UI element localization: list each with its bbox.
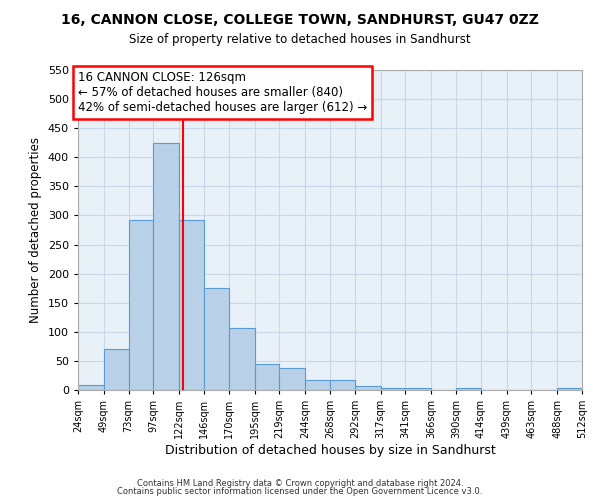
Bar xyxy=(355,386,380,390)
Text: Contains HM Land Registry data © Crown copyright and database right 2024.: Contains HM Land Registry data © Crown c… xyxy=(137,478,463,488)
Bar xyxy=(280,368,305,390)
Bar xyxy=(305,380,330,390)
Text: Size of property relative to detached houses in Sandhurst: Size of property relative to detached ho… xyxy=(129,32,471,46)
Text: Contains public sector information licensed under the Open Government Licence v3: Contains public sector information licen… xyxy=(118,487,482,496)
Bar xyxy=(330,380,355,390)
Text: 16 CANNON CLOSE: 126sqm
← 57% of detached houses are smaller (840)
42% of semi-d: 16 CANNON CLOSE: 126sqm ← 57% of detache… xyxy=(78,71,367,114)
Bar xyxy=(406,388,431,390)
Bar xyxy=(557,388,582,390)
Bar xyxy=(128,220,154,390)
Bar xyxy=(104,350,128,390)
Bar xyxy=(380,388,406,390)
Y-axis label: Number of detached properties: Number of detached properties xyxy=(29,137,42,323)
Text: 16, CANNON CLOSE, COLLEGE TOWN, SANDHURST, GU47 0ZZ: 16, CANNON CLOSE, COLLEGE TOWN, SANDHURS… xyxy=(61,12,539,26)
Bar xyxy=(254,364,280,390)
Bar xyxy=(456,388,481,390)
Bar xyxy=(78,386,104,390)
Bar xyxy=(179,220,204,390)
X-axis label: Distribution of detached houses by size in Sandhurst: Distribution of detached houses by size … xyxy=(164,444,496,457)
Bar xyxy=(229,328,254,390)
Bar xyxy=(204,288,229,390)
Bar xyxy=(154,142,179,390)
